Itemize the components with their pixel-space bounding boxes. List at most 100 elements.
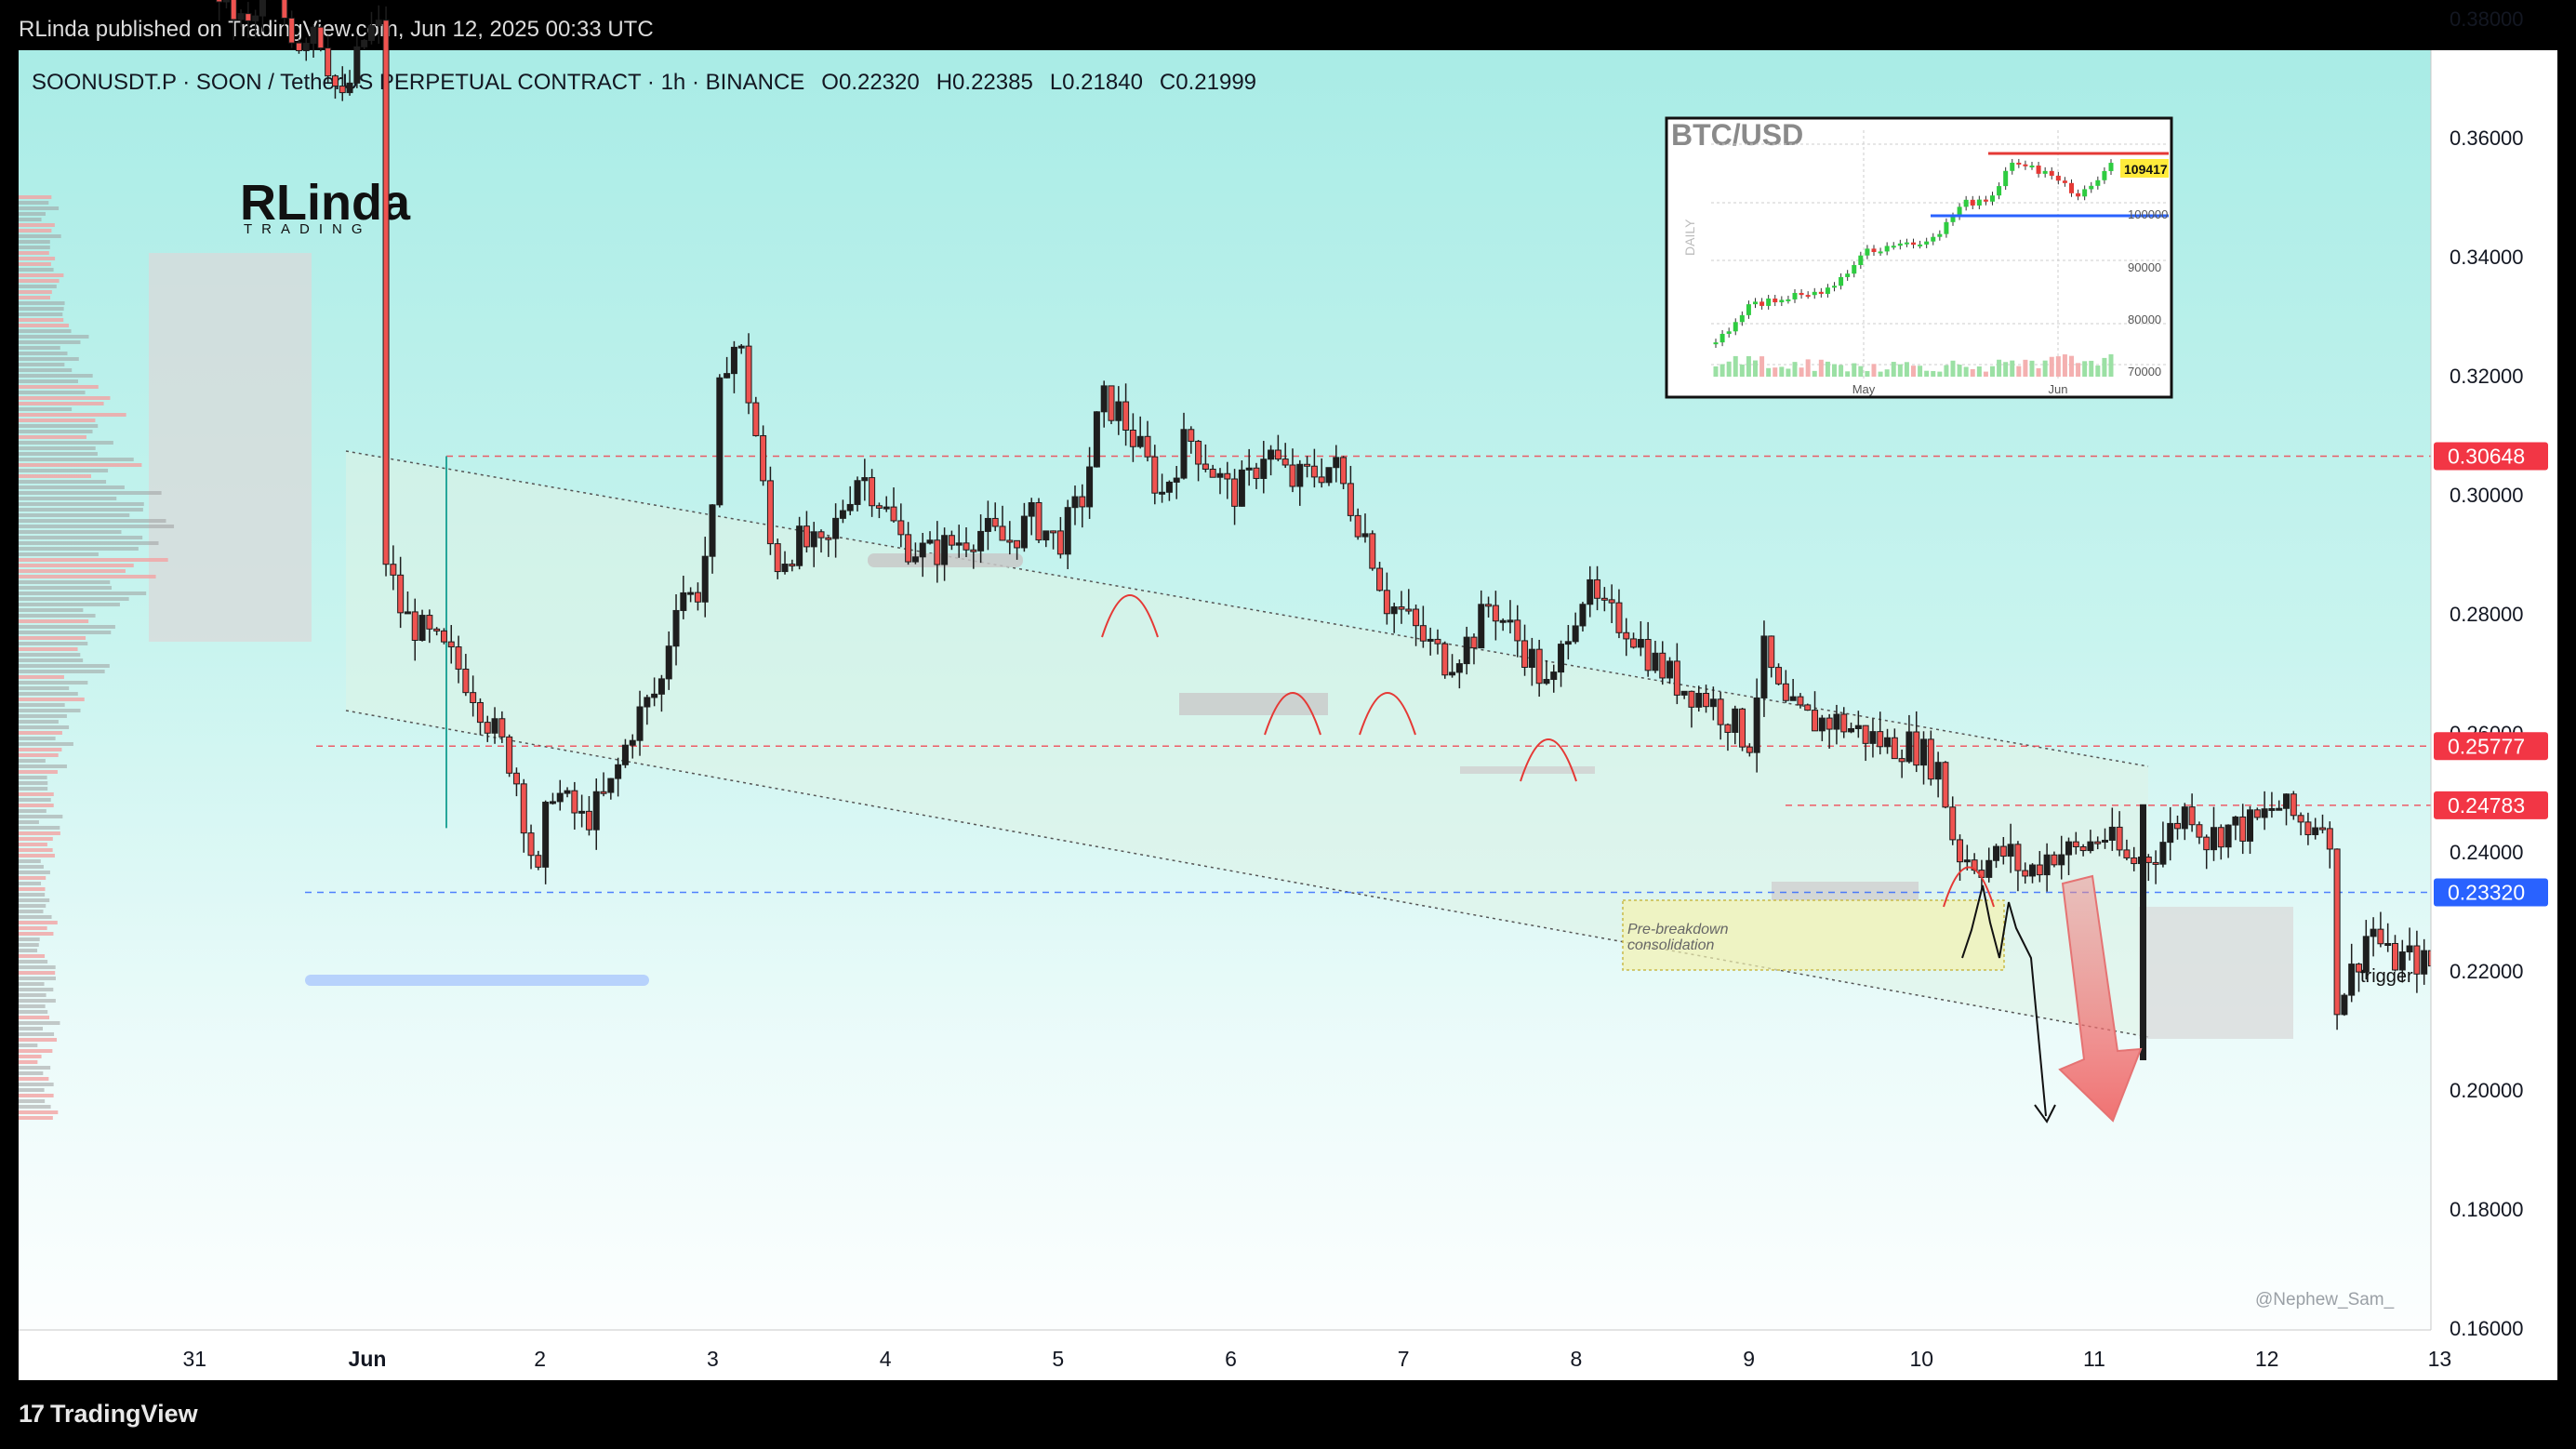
volume-profile-bar <box>19 402 104 405</box>
time-axis[interactable] <box>19 1330 2431 1380</box>
candle-body <box>963 542 970 551</box>
candle-body <box>1050 530 1057 534</box>
candle-body <box>1920 738 1928 766</box>
volume-profile-bar <box>19 536 143 539</box>
inset-candle <box>2089 185 2094 190</box>
candle-body <box>1600 597 1608 601</box>
inset-volume-bar <box>1779 366 1785 377</box>
candle-body <box>1913 731 1920 766</box>
candle-body <box>2217 827 2224 848</box>
volume-profile-bar <box>19 865 44 869</box>
candle-body <box>1405 608 1413 612</box>
candle-body <box>1499 619 1507 623</box>
candle-body <box>919 542 926 558</box>
candle-body <box>1333 457 1340 469</box>
resistance-box <box>1460 766 1595 774</box>
volume-profile-bar <box>19 854 55 857</box>
inset-candle <box>1799 292 1804 296</box>
volume-profile-bar <box>19 301 65 305</box>
candle-body <box>1093 411 1100 468</box>
volume-profile-bar <box>19 519 166 523</box>
candle-body <box>1746 746 1753 753</box>
inset-volume-bar <box>1970 368 1975 377</box>
volume-profile-bar <box>19 642 88 645</box>
candle-body <box>644 697 651 708</box>
candle-body <box>1812 710 1819 732</box>
candle-body <box>281 0 288 19</box>
volume-profile-bar <box>19 926 47 930</box>
candle-body <box>1680 690 1688 696</box>
volume-profile-bar <box>19 463 142 467</box>
candle-body <box>455 646 462 670</box>
candle-body <box>2108 826 2116 841</box>
candle-body <box>1659 652 1666 679</box>
volume-profile-bar <box>19 1077 49 1081</box>
volume-profile-bar <box>19 513 130 517</box>
inset-candle <box>1904 242 1909 245</box>
price-axis[interactable] <box>2431 50 2557 1380</box>
candle-body <box>948 535 955 546</box>
candle-body <box>2029 864 2037 877</box>
consolidation-zone: Pre-breakdown consolidation <box>1622 899 2005 971</box>
candle-body <box>672 609 680 647</box>
candle-body <box>1558 644 1565 673</box>
rlinda-logo: RLinda TRADING <box>240 175 411 237</box>
candle-body <box>1216 472 1224 478</box>
candle-body <box>1688 690 1695 708</box>
inset-candle <box>1720 333 1725 343</box>
inset-candle <box>1891 246 1896 248</box>
candle-body <box>2312 827 2319 835</box>
inset-volume-bar <box>1871 364 1877 377</box>
candle-body <box>491 718 498 734</box>
price-tick-label: 0.34000 <box>2450 246 2524 269</box>
inset-volume-bar <box>1733 355 1738 377</box>
inset-volume-bar <box>1963 366 1969 377</box>
inset-volume-bar <box>1812 370 1817 377</box>
candle-body <box>1833 713 1840 730</box>
candle-body <box>1891 737 1898 760</box>
volume-profile-bar <box>19 363 65 366</box>
inset-candle <box>1839 276 1844 286</box>
inset-volume-bar <box>2102 357 2107 377</box>
volume-profile-bar <box>19 820 39 824</box>
candle-body <box>1579 604 1587 627</box>
candle-body <box>339 86 346 94</box>
inset-volume-bar <box>1950 360 1956 377</box>
volume-profile-bar <box>19 480 107 484</box>
inset-candle <box>1818 291 1824 294</box>
candle-body <box>375 20 382 27</box>
inset-volume-bar <box>1805 359 1811 377</box>
inset-volume-bar <box>1937 371 1943 377</box>
candle-body <box>216 0 223 3</box>
candle-body <box>1383 590 1390 615</box>
candle-body <box>1455 663 1463 673</box>
price-tick-label: 0.32000 <box>2450 365 2524 388</box>
inset-volume-bar <box>1878 371 1883 377</box>
candle-body <box>701 555 709 603</box>
candle-body <box>484 722 491 734</box>
candle-body <box>1884 737 1892 748</box>
candle-body <box>1340 457 1348 485</box>
price-tick-label: 0.18000 <box>2450 1198 2524 1221</box>
inset-candle <box>1832 286 1837 288</box>
volume-profile-bar <box>19 558 168 562</box>
candle-body <box>2341 994 2348 1016</box>
candle-body <box>1942 762 1949 808</box>
volume-profile-bar <box>19 815 63 818</box>
candle-body <box>564 790 571 794</box>
time-tick-label: 13 <box>2428 1347 2452 1371</box>
candle-body <box>1296 463 1304 487</box>
volume-profile-bar <box>19 268 54 272</box>
candle-body <box>1108 385 1115 421</box>
resistance-box <box>1772 882 1919 900</box>
price-tag-label: 0.25777 <box>2448 734 2525 758</box>
volume-profile-bar <box>19 714 67 718</box>
volume-profile-bar <box>19 458 134 461</box>
inset-volume-bar <box>1852 363 1857 377</box>
tradingview-logo[interactable]: 17 TradingView <box>19 1400 198 1428</box>
inset-candle <box>1878 251 1883 254</box>
volume-profile-bar <box>19 1094 54 1097</box>
candle-body <box>1608 599 1615 604</box>
price-tick-label: 0.30000 <box>2450 484 2524 507</box>
